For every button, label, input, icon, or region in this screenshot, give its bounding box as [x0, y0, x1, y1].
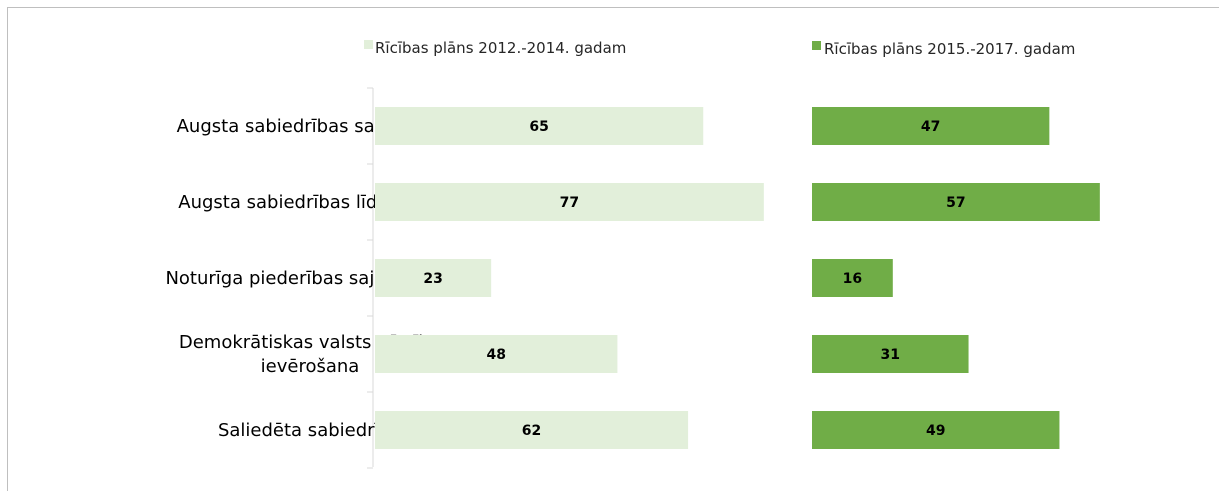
data-label-series2-cat2: 57: [946, 195, 965, 211]
legend: Rīcības plāns 2012.-2014. gadam Rīcības p…: [364, 39, 1075, 58]
bar-series2-cat2: [812, 183, 1100, 221]
data-label-series1-cat3: 23: [423, 271, 442, 287]
bar-series1-cat1: [375, 107, 704, 145]
legend-label-1: Rīcības plāns 2012.-2014. gadam: [375, 39, 626, 57]
category-axis: [367, 87, 374, 469]
bar-series1-cat5: [375, 411, 689, 449]
category-label-4-line-2: ievērošana: [261, 356, 360, 377]
bar-series2-cat4: [812, 335, 969, 373]
bars: 65 77 23 48 62 47 57 16 31 49: [375, 107, 1100, 449]
bar-series2-cat5: [812, 411, 1060, 449]
data-label-series1-cat2: 77: [560, 195, 579, 211]
data-label-series2-cat1: 47: [921, 119, 940, 135]
bar-series1-cat4: [375, 335, 618, 373]
data-label-series2-cat5: 49: [926, 423, 945, 439]
bar-series1-cat3: [375, 259, 492, 297]
legend-label-2: Rīcības plāns 2015.-2017. gadam: [824, 40, 1075, 58]
legend-swatch-2: [812, 41, 821, 50]
bar-series2-cat1: [812, 107, 1050, 145]
bar-series1-cat2: [375, 183, 764, 221]
data-label-series2-cat3: 16: [843, 271, 862, 287]
category-label-5: Saliedēta sabiedrība: [218, 420, 402, 441]
data-label-series2-cat4: 31: [881, 347, 900, 363]
bar-series2-cat3: [812, 259, 893, 297]
data-label-series1-cat4: 48: [486, 347, 505, 363]
data-label-series1-cat5: 62: [522, 423, 541, 439]
chart-frame: [7, 7, 1219, 491]
data-label-series1-cat1: 65: [529, 119, 548, 135]
legend-swatch-1: [364, 40, 373, 49]
